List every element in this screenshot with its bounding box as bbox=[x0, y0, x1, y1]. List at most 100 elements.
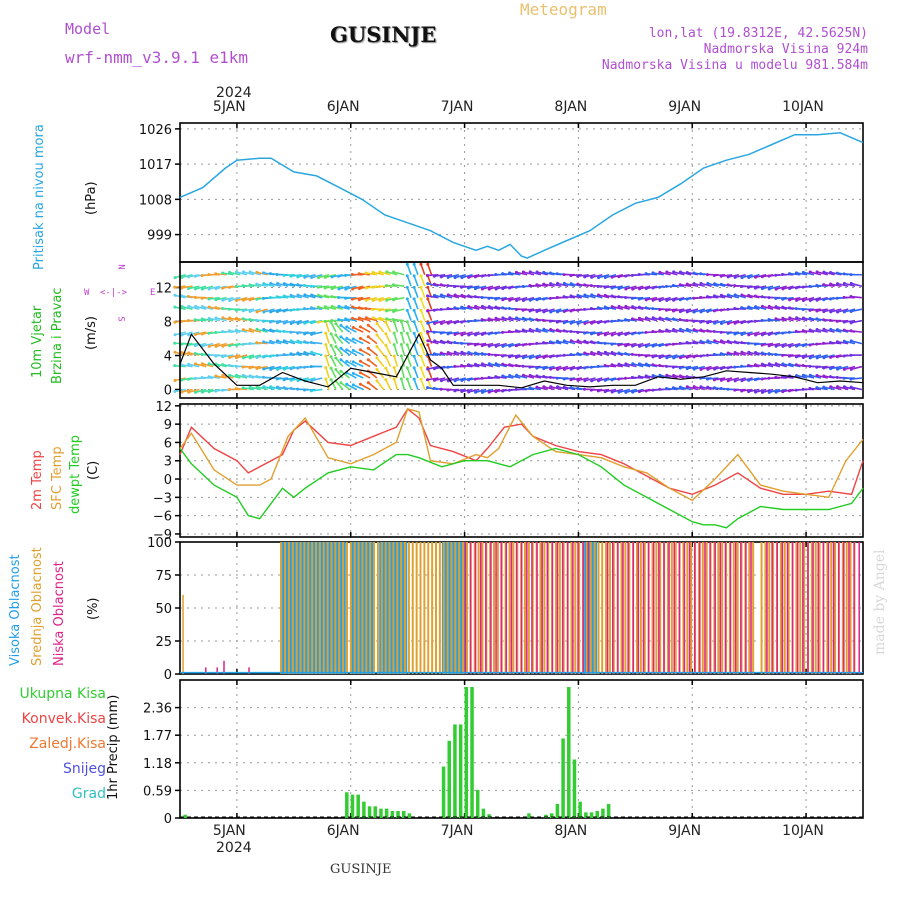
wind-arrow-head bbox=[712, 352, 716, 356]
wind-arrow-head bbox=[282, 273, 286, 277]
wind-arrow bbox=[181, 331, 193, 336]
wind-arrow-head bbox=[309, 284, 313, 288]
wind-arrow-head bbox=[480, 352, 484, 356]
wind-arrow bbox=[393, 296, 405, 301]
wind-arrow-head bbox=[740, 389, 744, 393]
wind-arrow bbox=[420, 321, 426, 333]
dewpt-line bbox=[179, 447, 864, 529]
low-cloud-bar bbox=[536, 542, 538, 674]
wind-arrow-head bbox=[193, 352, 197, 356]
wind-arrow-head bbox=[665, 270, 669, 274]
wind-arrow bbox=[673, 386, 685, 391]
wind-arrow bbox=[728, 377, 740, 382]
wind-arrow-head bbox=[337, 287, 341, 291]
wind-arrow bbox=[618, 305, 630, 310]
wind-arrow bbox=[270, 282, 282, 287]
wind-arrow bbox=[222, 330, 234, 333]
wind-arrow-head bbox=[548, 355, 552, 359]
wind-arrow-head bbox=[432, 282, 436, 286]
wind-arrow-head bbox=[248, 283, 252, 287]
wind-arrow-head bbox=[788, 298, 792, 302]
wind-arrow-head bbox=[228, 316, 232, 320]
wind-arrow-head bbox=[494, 287, 498, 291]
wind-arrow bbox=[611, 388, 623, 393]
wind-arrow bbox=[570, 377, 582, 381]
wind-arrow bbox=[734, 307, 746, 310]
wind-arrow-head bbox=[617, 304, 621, 308]
wind-arrow bbox=[509, 330, 521, 333]
wind-arrow-head bbox=[623, 376, 627, 380]
wind-arrow-head bbox=[705, 377, 709, 381]
wind-arrow bbox=[536, 308, 548, 313]
wind-arrow-head bbox=[508, 355, 512, 359]
wind-arrow bbox=[687, 386, 699, 391]
low-cloud-bar bbox=[807, 542, 809, 674]
mid-cloud-bar bbox=[493, 542, 496, 674]
wind-arrow-head bbox=[535, 318, 539, 322]
low-cloud-bar bbox=[551, 542, 554, 674]
precip-bar bbox=[367, 806, 372, 818]
wind-arrow-head bbox=[439, 339, 443, 343]
wind-arrow-head bbox=[241, 373, 245, 377]
wind-arrow bbox=[338, 285, 350, 290]
wind-arrow-head bbox=[754, 275, 758, 279]
wind-arrow bbox=[318, 285, 330, 289]
wind-arrow-head bbox=[350, 305, 354, 309]
wind-arrow-head bbox=[637, 353, 641, 357]
y-tick-label-precip: 2.36 bbox=[143, 702, 172, 717]
mid-cloud-bar bbox=[404, 542, 407, 674]
wind-arrow-head bbox=[494, 331, 498, 335]
wind-arrow bbox=[803, 317, 815, 322]
wind-arrow bbox=[598, 351, 610, 356]
wind-arrow-head bbox=[366, 381, 370, 385]
wind-arrow-head bbox=[767, 362, 771, 366]
wind-arrow bbox=[352, 384, 364, 391]
wind-arrow bbox=[488, 342, 501, 347]
wind-arrow-head bbox=[753, 342, 757, 346]
wind-arrow-head bbox=[241, 386, 245, 390]
wind-arrow-head bbox=[794, 388, 798, 392]
wind-arrow bbox=[256, 308, 268, 313]
wind-arrow-head bbox=[781, 316, 785, 320]
wind-arrow bbox=[243, 354, 255, 359]
wind-arrow bbox=[659, 296, 671, 302]
wind-arrow-head bbox=[603, 333, 607, 337]
wind-arrow-head bbox=[603, 390, 607, 394]
wind-arrow bbox=[406, 321, 412, 333]
wind-arrow-head bbox=[339, 381, 343, 385]
wind-arrow bbox=[222, 296, 234, 302]
wind-arrow-head bbox=[296, 307, 300, 311]
wind-arrow bbox=[346, 360, 357, 368]
wind-arrow-head bbox=[692, 385, 696, 389]
wind-arrow bbox=[249, 354, 262, 359]
wind-arrow-head bbox=[419, 343, 423, 347]
wind-arrow bbox=[427, 264, 433, 276]
wind-arrow-head bbox=[760, 343, 764, 347]
wind-arrow-head bbox=[350, 297, 354, 301]
top-day-label: 10JAN bbox=[782, 99, 824, 115]
high-cloud-bar bbox=[444, 542, 448, 674]
wind-arrow-head bbox=[255, 297, 259, 301]
small-cloud-bar bbox=[182, 594, 184, 674]
wind-arrow-head bbox=[795, 316, 799, 320]
wind-arrow bbox=[591, 319, 603, 324]
wind-arrow bbox=[256, 354, 268, 359]
wind-arrow-head bbox=[637, 375, 641, 379]
wind-arrow bbox=[611, 363, 623, 368]
wind-arrow bbox=[318, 273, 330, 279]
wind-arrow-head bbox=[808, 364, 812, 368]
wind-arrow-head bbox=[651, 373, 655, 377]
wind-arrow-head bbox=[200, 317, 204, 321]
wind-arrow-head bbox=[480, 274, 484, 278]
y-tick-label-cloud: 25 bbox=[155, 635, 172, 650]
wind-arrow-head bbox=[364, 286, 368, 290]
wind-arrow-head bbox=[262, 375, 266, 379]
wind-arrow bbox=[707, 377, 719, 380]
wind-arrow-head bbox=[631, 305, 635, 309]
wind-arrow-head bbox=[815, 373, 819, 377]
wind-arrow bbox=[283, 295, 296, 299]
wind-arrow-head bbox=[767, 296, 771, 300]
wind-arrow-head bbox=[617, 390, 621, 394]
wind-arrow-head bbox=[842, 385, 846, 389]
mid-cloud-bar bbox=[670, 542, 673, 674]
